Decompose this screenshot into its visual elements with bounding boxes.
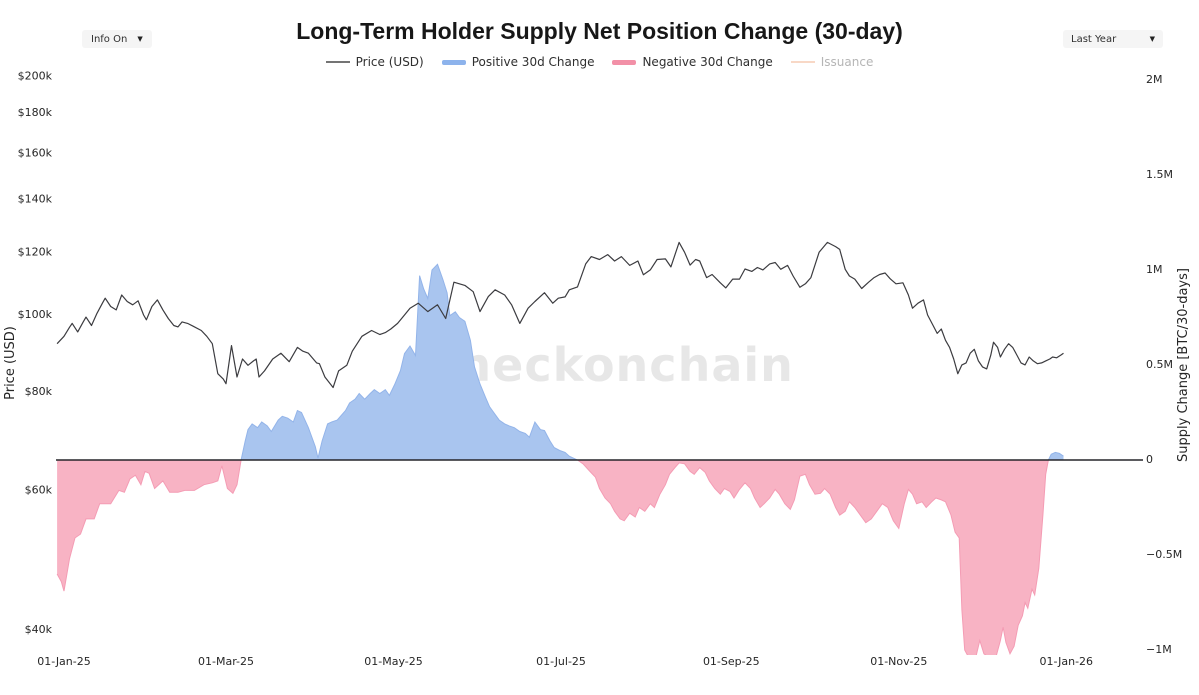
legend-label: Issuance — [820, 55, 874, 69]
left-axis-tick-label: $200k — [18, 70, 53, 83]
chart-legend: Price (USD) Positive 30d Change Negative… — [0, 55, 1199, 69]
chart-title: Long-Term Holder Supply Net Position Cha… — [296, 18, 903, 44]
left-axis-tick-label: $80k — [25, 385, 53, 398]
x-axis-tick-label: 01-Sep-25 — [703, 655, 760, 668]
negative-area-edge — [56, 460, 1049, 655]
left-axis-tick-label: $180k — [18, 106, 53, 119]
right-axis-tick-label: 2M — [1146, 73, 1163, 86]
right-axis-tick-label: 1.5M — [1146, 168, 1173, 181]
price-line-swatch-icon — [325, 61, 350, 63]
issuance-line-swatch-icon — [790, 61, 815, 63]
negative-area-swatch-icon — [612, 59, 637, 65]
x-axis-tick-label: 01-Nov-25 — [870, 655, 927, 668]
left-axis-tick-label: $40k — [25, 623, 53, 636]
x-axis-tick-label: 01-Jul-25 — [536, 655, 586, 668]
left-axis-title: Price (USD) — [3, 326, 18, 400]
legend-item-positive[interactable]: Positive 30d Change — [441, 55, 595, 69]
left-axis-tick-label: $140k — [18, 192, 53, 205]
left-axis-tick-label: $100k — [18, 308, 53, 321]
x-axis-tick-label: 01-Jan-26 — [1040, 655, 1094, 668]
negative-area — [57, 460, 1064, 655]
positive-area-edge — [240, 263, 1064, 460]
caret-down-icon: ▼ — [1149, 34, 1155, 43]
info-on-dropdown[interactable]: Info On ▼ — [82, 30, 152, 48]
right-axis-tick-label: 1M — [1146, 263, 1163, 276]
left-axis-tick-label: $60k — [25, 484, 53, 497]
legend-item-issuance[interactable]: Issuance — [790, 55, 874, 69]
time-range-dropdown[interactable]: Last Year ▼ — [1063, 30, 1163, 48]
left-axis-tick-label: $160k — [18, 146, 53, 159]
info-on-label: Info On — [91, 33, 128, 45]
caret-down-icon: ▼ — [137, 34, 143, 43]
legend-label: Negative 30d Change — [642, 55, 773, 69]
right-axis-title: Supply Change [BTC/30-days] — [1176, 268, 1191, 462]
right-axis-tick-label: −0.5M — [1146, 548, 1182, 561]
right-axis-tick-label: 0.5M — [1146, 358, 1173, 371]
x-axis-tick-label: 01-Mar-25 — [198, 655, 254, 668]
x-axis-tick-label: 01-May-25 — [364, 655, 422, 668]
positive-area-swatch-icon — [441, 59, 466, 65]
x-axis-tick-label: 01-Jan-25 — [37, 655, 91, 668]
right-axis-tick-label: −1M — [1146, 643, 1172, 656]
legend-item-negative[interactable]: Negative 30d Change — [612, 55, 773, 69]
time-range-label: Last Year — [1071, 33, 1117, 45]
left-axis-tick-label: $120k — [18, 245, 53, 258]
right-axis-tick-label: 0 — [1146, 453, 1153, 466]
price-line — [56, 241, 1064, 389]
legend-item-price[interactable]: Price (USD) — [325, 55, 424, 69]
legend-label: Price (USD) — [355, 55, 424, 69]
legend-label: Positive 30d Change — [471, 55, 595, 69]
